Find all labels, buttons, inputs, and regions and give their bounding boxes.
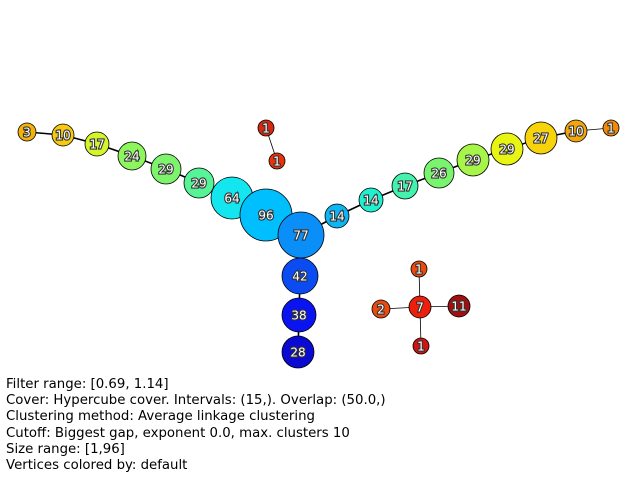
node-size-label: 1 (415, 263, 423, 277)
graph-node: 14 (324, 203, 350, 229)
parameter-summary: Filter range: [0.69, 1.14] Cover: Hyperc… (6, 377, 386, 474)
clustering-method-text: Clustering method: Average linkage clust… (6, 409, 315, 425)
node-size-label: 29 (191, 177, 206, 191)
node-circle (423, 157, 455, 189)
node-circle (412, 337, 430, 355)
cover-text: Cover: Hypercube cover. Intervals: (15,)… (6, 393, 386, 409)
node-circle (524, 121, 558, 155)
node-circle (410, 260, 428, 278)
node-size-label: 17 (89, 138, 104, 152)
node-size-label: 29 (465, 154, 480, 168)
node-circle (183, 167, 215, 199)
graph-node: 77 (277, 211, 325, 259)
node-size-label: 28 (290, 346, 305, 360)
cutoff-text: Cutoff: Biggest gap, exponent 0.0, max. … (6, 425, 350, 441)
node-circle (490, 132, 524, 166)
node-circle (257, 119, 275, 137)
node-size-label: 7 (416, 301, 424, 315)
node-size-label: 96 (258, 209, 273, 223)
node-circle (391, 172, 419, 200)
graph-node: 29 (183, 167, 215, 199)
graph-node: 42 (281, 257, 319, 295)
node-size-label: 1 (607, 122, 615, 136)
graph-node: 29 (150, 153, 182, 185)
node-circle (447, 294, 471, 318)
node-size-label: 17 (397, 180, 412, 194)
node-size-label: 24 (124, 150, 139, 164)
graph-node: 17 (391, 172, 419, 200)
node-circle (150, 153, 182, 185)
graph-node: 24 (117, 141, 147, 171)
graph-node: 11 (447, 294, 471, 318)
node-circle (51, 123, 75, 147)
graph-node: 27 (524, 121, 558, 155)
node-size-label: 3 (23, 126, 31, 140)
graph-node: 7 (408, 295, 432, 319)
filter-range-text: Filter range: [0.69, 1.14] (6, 377, 169, 392)
graph-node: 1 (268, 152, 286, 170)
node-size-label: 77 (293, 229, 308, 243)
graph-node: 38 (281, 297, 317, 333)
node-size-label: 64 (224, 192, 239, 206)
node-circle (602, 119, 620, 137)
node-circle (371, 299, 391, 319)
graph-node: 14 (358, 187, 384, 213)
node-size-label: 26 (431, 167, 446, 181)
node-circle (268, 152, 286, 170)
vertex-coloring-text: Vertices colored by: default (6, 458, 188, 474)
node-size-label: 1 (273, 155, 281, 169)
node-circle (564, 119, 588, 143)
graph-node: 26 (423, 157, 455, 189)
node-circle (358, 187, 384, 213)
node-circle (324, 203, 350, 229)
node-circle (281, 297, 317, 333)
graph-node: 1 (410, 260, 428, 278)
graph-node: 3 (17, 122, 37, 142)
graph-node: 10 (564, 119, 588, 143)
node-size-label: 1 (262, 122, 270, 136)
graph-node: 10 (51, 123, 75, 147)
graph-node: 1 (257, 119, 275, 137)
node-size-label: 10 (55, 129, 70, 143)
graph-node: 28 (281, 335, 315, 369)
node-size-label: 1 (417, 340, 425, 354)
graph-node: 29 (490, 132, 524, 166)
node-size-label: 10 (568, 125, 583, 139)
node-size-label: 42 (292, 270, 307, 284)
node-circle (456, 143, 490, 177)
graph-node: 17 (84, 131, 110, 157)
node-circle (84, 131, 110, 157)
node-circle (281, 335, 315, 369)
node-circle (117, 141, 147, 171)
node-circle (17, 122, 37, 142)
node-size-label: 11 (451, 300, 466, 314)
graph-node: 1 (412, 337, 430, 355)
node-size-label: 14 (363, 194, 378, 208)
node-size-label: 29 (158, 163, 173, 177)
node-size-label: 29 (499, 143, 514, 157)
node-circle (281, 257, 319, 295)
graph-node: 29 (456, 143, 490, 177)
graph-node: 2 (371, 299, 391, 319)
graph-node: 1 (602, 119, 620, 137)
node-size-label: 14 (329, 210, 344, 224)
node-size-label: 2 (377, 303, 385, 317)
node-size-label: 38 (291, 309, 306, 323)
node-size-label: 27 (533, 132, 548, 146)
size-range-text: Size range: [1,96] (6, 441, 125, 457)
node-circle (408, 295, 432, 319)
